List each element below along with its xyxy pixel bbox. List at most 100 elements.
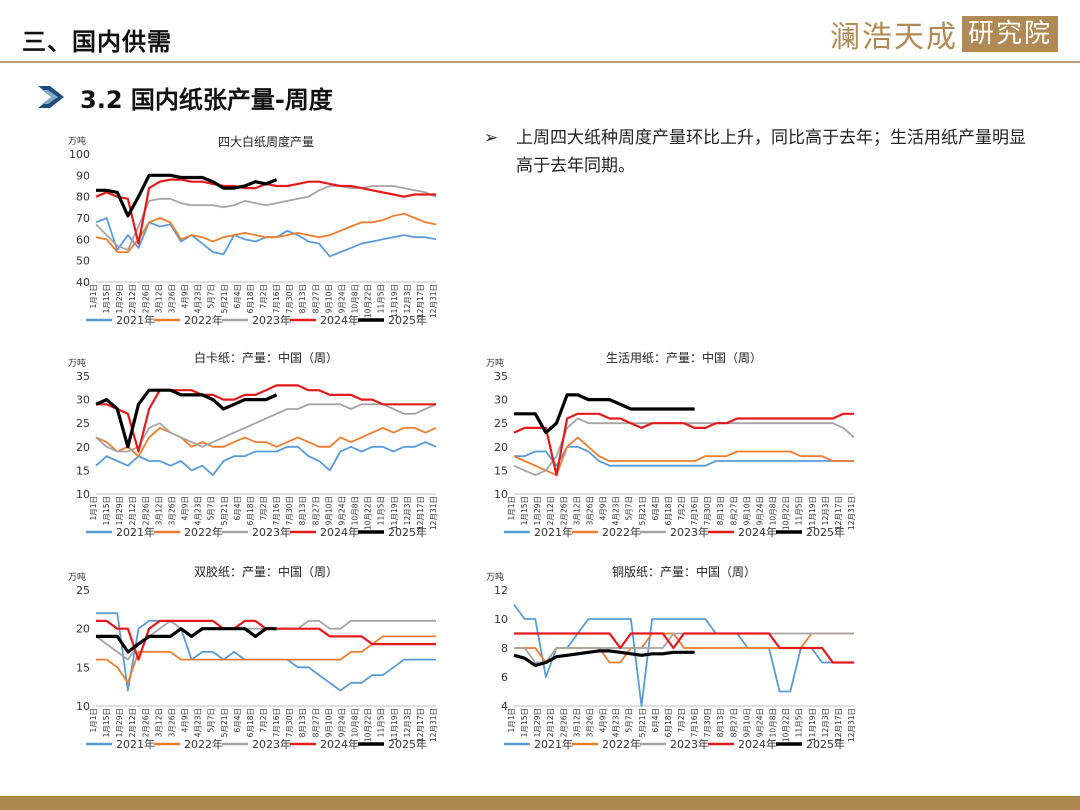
y-tick-label: 15 <box>76 464 90 477</box>
x-tick-label: 6月4日 <box>651 708 660 733</box>
x-tick-label: 1月1日 <box>89 708 98 733</box>
x-tick-label: 10月8日 <box>769 496 778 525</box>
x-tick-label: 1月29日 <box>115 708 124 737</box>
x-tick-label: 3月26日 <box>585 708 594 737</box>
x-tick-label: 11月5日 <box>795 708 804 737</box>
legend-label-2023: 2023年 <box>670 737 709 751</box>
legend-label-2021: 2021年 <box>116 525 155 539</box>
y-unit-label: 万吨 <box>68 135 86 147</box>
header-divider <box>0 61 1080 63</box>
x-tick-label: 5月21日 <box>220 708 229 737</box>
y-tick-label: 10 <box>494 613 508 626</box>
y-unit-label: 万吨 <box>68 357 86 369</box>
x-tick-label: 11月19日 <box>390 708 399 742</box>
x-tick-label: 7月2日 <box>677 496 686 521</box>
x-tick-label: 2月26日 <box>559 496 568 525</box>
chart-offset-paper: 双胶纸：产量：中国（周） 万吨 10 15 20 25 1月1日 1月15日 1月29日 2月12… <box>68 564 438 751</box>
x-tick-label: 6月18日 <box>664 708 673 737</box>
summary-text: 上周四大纸种周度产量环比上升，同比高于去年；生活用纸产量明显高于去年同期。 <box>516 128 1026 176</box>
x-tick-label: 5月21日 <box>220 496 229 525</box>
x-tick-label: 6月4日 <box>233 708 242 733</box>
x-tick-label: 1月15日 <box>102 496 111 525</box>
x-tick-label: 5月21日 <box>638 708 647 737</box>
x-tick-label: 12月3日 <box>821 496 830 525</box>
x-tick-label: 5月21日 <box>220 284 229 313</box>
x-tick-label: 11月19日 <box>390 496 399 530</box>
series-line-2021 <box>95 441 437 476</box>
x-tick-label: 3月26日 <box>167 496 176 525</box>
series-line-2022 <box>95 212 437 253</box>
x-tick-label: 11月19日 <box>390 284 399 318</box>
x-tick-label: 11月5日 <box>377 708 386 737</box>
legend-label-2024: 2024年 <box>320 525 359 539</box>
x-tick-label: 12月31日 <box>847 496 856 530</box>
x-tick-label: 1月15日 <box>520 496 529 525</box>
y-tick-label: 15 <box>76 661 90 674</box>
legend-label-2022: 2022年 <box>184 525 223 539</box>
x-tick-label: 2月12日 <box>128 708 137 737</box>
x-tick-label: 10月8日 <box>351 284 360 313</box>
legend-label-2022: 2022年 <box>184 313 223 327</box>
section-title: 三、国内供需 <box>22 28 172 56</box>
logo-main-text: 澜浩天成 <box>829 20 958 55</box>
y-tick-label: 60 <box>76 233 90 246</box>
series-line-2025 <box>95 388 278 449</box>
y-unit-label: 万吨 <box>486 571 504 583</box>
x-tick-label: 9月10日 <box>324 708 333 737</box>
x-tick-label: 7月30日 <box>285 284 294 313</box>
x-tick-label: 12月17日 <box>416 496 425 530</box>
x-tick-label: 7月2日 <box>259 284 268 309</box>
x-tick-label: 1月15日 <box>102 708 111 737</box>
y-tick-label: 70 <box>76 212 90 225</box>
x-tick-label: 12月3日 <box>403 496 412 525</box>
x-tick-label: 4月9日 <box>181 284 190 309</box>
legend-label-2025: 2025年 <box>806 525 845 539</box>
chart-title: 白卡纸：产量：中国（周） <box>194 350 338 365</box>
series-line-2023 <box>95 620 436 661</box>
legend-label-2021: 2021年 <box>534 737 573 751</box>
series-line-2022 <box>95 427 437 458</box>
subsection-heading: 3.2 国内纸张产量-周度 <box>36 80 333 114</box>
series-line-2024 <box>95 178 436 245</box>
x-tick-label: 6月18日 <box>246 496 255 525</box>
chart-coated-paper: 铜版纸：产量：中国（周） 万吨 4 6 8 10 12 1月1日 1月15日 1月29日 2月12日… <box>486 564 856 751</box>
x-tick-label: 12月17日 <box>416 708 425 742</box>
x-tick-label: 8月13日 <box>298 496 307 525</box>
y-tick-label: 50 <box>76 255 90 268</box>
y-tick-label: 35 <box>76 370 90 383</box>
legend-label-2024: 2024年 <box>320 737 359 751</box>
x-tick-label: 10月22日 <box>364 284 373 318</box>
x-tick-label: 6月18日 <box>664 496 673 525</box>
x-tick-label: 10月8日 <box>351 496 360 525</box>
x-tick-label: 4月23日 <box>194 496 203 525</box>
series-line-2022 <box>513 436 854 476</box>
x-tick-label: 9月24日 <box>337 496 346 525</box>
y-tick-label: 35 <box>494 370 508 383</box>
x-tick-label: 9月10日 <box>742 496 751 525</box>
y-tick-label: 100 <box>69 148 90 161</box>
x-tick-label: 7月16日 <box>272 284 281 313</box>
legend-label-2023: 2023年 <box>252 525 291 539</box>
chart-title: 铜版纸：产量：中国（周） <box>612 564 756 579</box>
y-tick-label: 15 <box>494 464 508 477</box>
x-tick-label: 3月12日 <box>154 708 163 737</box>
series-line-2021 <box>513 603 854 707</box>
x-tick-label: 12月17日 <box>416 284 425 318</box>
x-tick-label: 7月30日 <box>285 708 294 737</box>
chart-title: 双胶纸：产量：中国（周） <box>194 564 338 579</box>
x-tick-label: 12月17日 <box>834 496 843 530</box>
x-tick-label: 9月24日 <box>755 496 764 525</box>
arrow-bullet-icon: ➢ <box>484 128 499 148</box>
summary-bullet: ➢ 上周四大纸种周度产量环比上升，同比高于去年；生活用纸产量明显高于去年同期。 <box>484 124 1029 180</box>
x-tick-label: 1月15日 <box>520 708 529 737</box>
x-tick-label: 1月1日 <box>507 708 516 733</box>
x-tick-label: 2月12日 <box>128 284 137 313</box>
legend-label-2025: 2025年 <box>388 313 427 327</box>
x-tick-label: 2月12日 <box>128 496 137 525</box>
x-tick-label: 10月22日 <box>364 708 373 742</box>
x-tick-label: 10月8日 <box>351 708 360 737</box>
x-tick-label: 10月22日 <box>782 496 791 530</box>
x-tick-label: 5月21日 <box>638 496 647 525</box>
legend-label-2025: 2025年 <box>388 525 427 539</box>
x-tick-label: 7月2日 <box>259 708 268 733</box>
